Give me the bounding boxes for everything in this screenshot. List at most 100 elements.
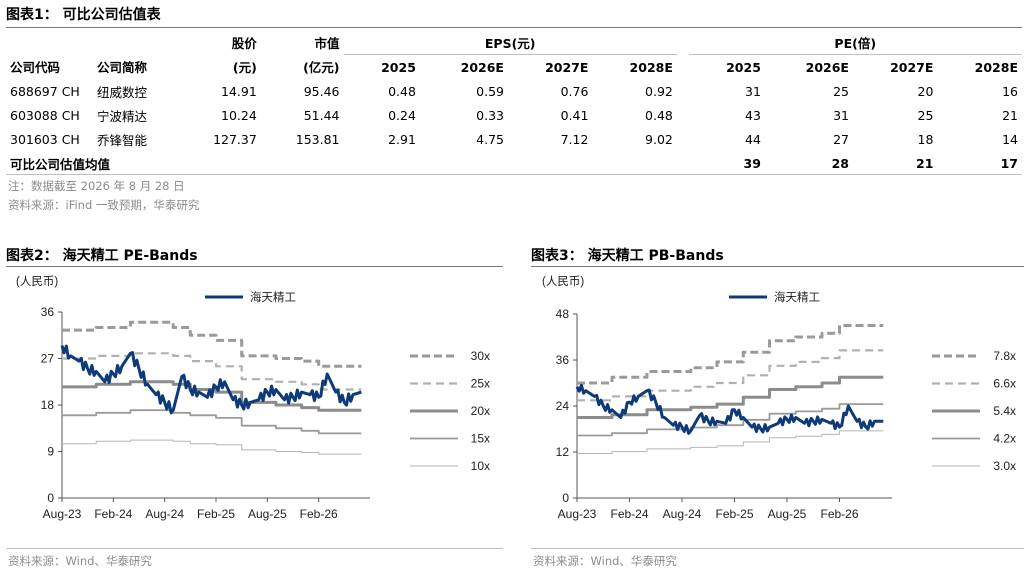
pe-cell: 27 — [833, 131, 849, 147]
table-row: 603088 CH 宁波精达 10.24 51.44 0.24 0.33 0.4… — [6, 103, 1022, 127]
pe-plot-area: 0 9 18 27 36 Aug-23 Feb-24 Aug-24 Feb-25 Aug-25 Fe… — [41, 305, 370, 521]
table-row: 688697 CH 纽威数控 14.91 95.46 0.48 0.59 0.7… — [6, 79, 1022, 103]
header-pe-year: 2025 — [726, 59, 761, 75]
legend-label-main: 海天精工 — [774, 290, 820, 304]
x-tick-label: Aug-23 — [558, 507, 597, 521]
pe-cell: 16 — [1002, 83, 1018, 99]
pe-chart-source: 资料来源：Wind、华泰研究 — [8, 554, 152, 568]
table-source: 资料来源：iFind 一致预期，华泰研究 — [8, 198, 200, 212]
pe-bands-legend: 30x 25x 20x 15x 10x — [410, 349, 490, 473]
pe-chart-title: 图表2： 海天精工 PE-Bands — [6, 248, 198, 264]
header-eps-year: 2027E — [545, 59, 589, 75]
eps-cell: 9.02 — [645, 131, 673, 147]
legend-label: 5.4x — [993, 404, 1016, 418]
pb-chart-source: 资料来源：Wind、华泰研究 — [533, 554, 677, 568]
y-tick-label: 36 — [41, 305, 55, 319]
y-tick-label: 9 — [47, 445, 54, 459]
header-mktcap-unit: (亿元) — [303, 60, 340, 76]
x-tick-label: Feb-25 — [197, 507, 235, 521]
y-tick-label: 48 — [556, 307, 570, 321]
pb-bands-chart: (人民币) 海天精工 0 12 24 36 48 Aug-23 Feb-24 Aug-24 Fe… — [542, 275, 1016, 521]
band-line-3-0x — [577, 430, 884, 454]
pe-source-rule — [6, 548, 503, 549]
pe-cell: 21 — [1002, 107, 1018, 123]
y-tick-label: 0 — [562, 491, 569, 505]
y-tick-label: 12 — [556, 445, 570, 459]
header-price: 股价 — [231, 35, 257, 51]
pe-cell: 25 — [833, 83, 849, 99]
table-average-row: 可比公司估值均值 39 28 21 17 — [6, 151, 1022, 175]
x-tick-label: Feb-25 — [715, 507, 753, 521]
band-line-20x — [62, 380, 362, 412]
avg-pe-cell: 21 — [916, 155, 934, 171]
eps-cell: 0.48 — [388, 83, 416, 99]
avg-pe-cell: 28 — [831, 155, 849, 171]
header-mktcap: 市值 — [314, 35, 340, 51]
y-tick-label: 0 — [47, 491, 54, 505]
x-tick-label: Feb-26 — [820, 507, 858, 521]
table-header-row-bottom: 公司代码 公司简称 (元) (亿元) 2025 2026E 2027E 2028… — [6, 55, 1022, 80]
legend-label: 4.2x — [993, 432, 1016, 446]
comparable-valuation-table: 股价 市值 EPS(元) PE(倍) 公司代码 公司简称 (元) (亿元) 20… — [6, 30, 1022, 175]
mktcap-cell: 51.44 — [303, 107, 340, 123]
legend-label: 15x — [471, 432, 490, 446]
table-title: 图表1： 可比公司估值表 — [6, 7, 161, 23]
pb-chart-title: 图表3： 海天精工 PB-Bands — [531, 248, 724, 264]
table-header-row-top: 股价 市值 EPS(元) PE(倍) — [6, 30, 1022, 55]
pe-title-rule — [6, 266, 503, 267]
y-tick-label: 18 — [41, 398, 55, 412]
header-eps-year: 2026E — [460, 59, 504, 75]
pb-plot-area: 0 12 24 36 48 Aug-23 Feb-24 Aug-24 Feb-25 Aug-25 F… — [556, 307, 892, 521]
average-label: 可比公司估值均值 — [10, 156, 111, 172]
avg-pe-cell: 17 — [1000, 155, 1018, 171]
pe-cell: 31 — [833, 107, 849, 123]
legend-label: 7.8x — [993, 349, 1016, 363]
band-line-15x — [62, 409, 362, 435]
eps-cell: 0.41 — [560, 107, 589, 123]
company-name: 乔锋智能 — [97, 132, 148, 148]
eps-cell: 4.75 — [476, 131, 504, 147]
eps-cell: 7.12 — [560, 131, 589, 147]
pb-source-rule — [531, 548, 1024, 549]
legend-main-series: 海天精工 — [729, 290, 820, 304]
x-tick-label: Aug-24 — [145, 507, 184, 521]
company-name: 纽威数控 — [97, 84, 148, 100]
legend-label: 20x — [471, 404, 490, 418]
legend-label-main: 海天精工 — [250, 290, 296, 304]
price-cell: 127.37 — [213, 131, 257, 147]
band-line-7-8x — [577, 324, 884, 385]
eps-cell: 0.59 — [476, 83, 504, 99]
eps-cell: 0.76 — [560, 83, 589, 99]
header-eps-year: 2025 — [381, 59, 416, 75]
header-pe-year: 2027E — [890, 59, 934, 75]
header-pe-year: 2028E — [974, 59, 1018, 75]
pe-cell: 43 — [745, 107, 761, 123]
mktcap-cell: 153.81 — [295, 131, 340, 147]
legend-main-series: 海天精工 — [205, 290, 296, 304]
x-tick-label: Aug-24 — [663, 507, 702, 521]
band-line-10x — [62, 439, 362, 455]
eps-cell: 0.92 — [645, 83, 673, 99]
header-name: 公司简称 — [97, 60, 148, 76]
y-axis-unit-label: (人民币) — [16, 275, 58, 288]
header-price-unit: (元) — [232, 60, 257, 76]
price-cell: 10.24 — [221, 107, 257, 123]
company-name: 宁波精达 — [97, 108, 148, 124]
pe-cell: 20 — [917, 83, 934, 99]
legend-label: 3.0x — [993, 459, 1016, 473]
y-axis-unit-label: (人民币) — [542, 275, 584, 288]
pe-bands-chart: (人民币) 海天精工 0 9 18 27 36 Aug-23 Feb-24 Aug-24 Feb… — [16, 275, 490, 521]
legend-label: 25x — [471, 377, 490, 391]
band-line-4-2x — [577, 403, 884, 437]
company-code: 603088 CH — [10, 107, 80, 123]
band-line-5-4x — [577, 375, 884, 419]
band-line-6-6x — [577, 349, 884, 402]
header-eps-year: 2028E — [629, 59, 673, 75]
main-series-line — [60, 344, 362, 415]
header-pe-year: 2026E — [805, 59, 849, 75]
y-tick-label: 36 — [556, 353, 570, 367]
y-tick-label: 27 — [41, 352, 55, 366]
header-eps-group: EPS(元) — [343, 30, 677, 55]
legend-label: 6.6x — [993, 377, 1016, 391]
x-tick-label: Feb-24 — [94, 507, 132, 521]
